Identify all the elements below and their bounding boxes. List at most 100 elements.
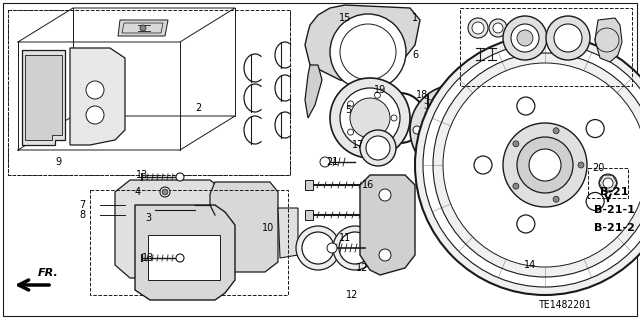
- Text: 11: 11: [339, 233, 351, 243]
- Circle shape: [423, 98, 487, 162]
- Circle shape: [164, 237, 186, 259]
- Circle shape: [423, 43, 640, 287]
- Circle shape: [472, 22, 484, 34]
- Bar: [148, 235, 220, 280]
- Polygon shape: [25, 55, 62, 140]
- Text: 10: 10: [262, 223, 274, 233]
- Circle shape: [333, 226, 377, 270]
- Text: FR.: FR.: [38, 268, 58, 278]
- Circle shape: [474, 156, 492, 174]
- Circle shape: [327, 243, 337, 253]
- Text: 17: 17: [352, 140, 364, 150]
- Circle shape: [86, 81, 104, 99]
- Text: 20: 20: [592, 163, 604, 173]
- Text: 8: 8: [79, 210, 85, 220]
- Circle shape: [176, 254, 184, 262]
- Circle shape: [452, 103, 458, 108]
- Circle shape: [437, 112, 473, 148]
- Circle shape: [348, 101, 353, 107]
- Bar: [305, 180, 313, 190]
- Circle shape: [374, 138, 380, 144]
- Polygon shape: [305, 5, 420, 85]
- Text: 12: 12: [356, 263, 368, 273]
- Circle shape: [366, 136, 390, 160]
- Circle shape: [513, 183, 519, 189]
- Circle shape: [160, 187, 170, 197]
- Circle shape: [164, 207, 186, 229]
- Polygon shape: [22, 50, 65, 145]
- Circle shape: [391, 115, 397, 121]
- Circle shape: [413, 126, 421, 134]
- Text: 7: 7: [79, 200, 85, 210]
- Bar: [305, 210, 313, 220]
- Circle shape: [374, 92, 380, 98]
- Circle shape: [578, 162, 584, 168]
- Circle shape: [513, 141, 519, 147]
- Circle shape: [176, 173, 184, 181]
- Polygon shape: [278, 208, 298, 258]
- Circle shape: [554, 24, 582, 52]
- Polygon shape: [135, 205, 235, 300]
- Circle shape: [445, 120, 465, 140]
- Circle shape: [546, 16, 590, 60]
- Bar: [460, 8, 632, 86]
- Circle shape: [603, 178, 613, 188]
- Bar: [588, 168, 628, 198]
- Circle shape: [468, 18, 488, 38]
- Circle shape: [415, 35, 640, 295]
- Polygon shape: [118, 20, 168, 36]
- Text: 5: 5: [345, 105, 351, 115]
- Circle shape: [339, 232, 371, 264]
- Text: 4: 4: [135, 187, 141, 197]
- Circle shape: [379, 189, 391, 201]
- Text: 12: 12: [346, 290, 358, 300]
- Circle shape: [439, 162, 447, 170]
- Circle shape: [517, 215, 535, 233]
- Polygon shape: [360, 175, 415, 275]
- Text: 1: 1: [412, 13, 418, 23]
- Circle shape: [344, 86, 352, 94]
- Circle shape: [330, 14, 406, 90]
- Text: 16: 16: [362, 180, 374, 190]
- Circle shape: [511, 24, 539, 52]
- Circle shape: [599, 174, 617, 192]
- Text: 21: 21: [326, 157, 338, 167]
- Circle shape: [443, 63, 640, 267]
- Text: 9: 9: [55, 157, 61, 167]
- Text: B-21-1: B-21-1: [593, 205, 634, 215]
- Polygon shape: [115, 180, 225, 278]
- Circle shape: [340, 88, 400, 148]
- Polygon shape: [70, 48, 125, 145]
- Text: 2: 2: [195, 103, 201, 113]
- Polygon shape: [595, 18, 622, 62]
- Text: 13: 13: [142, 253, 154, 263]
- Circle shape: [517, 30, 533, 46]
- Circle shape: [586, 192, 604, 211]
- Circle shape: [482, 148, 490, 156]
- Bar: [90, 190, 288, 295]
- Text: TE1482201: TE1482201: [539, 300, 591, 310]
- Circle shape: [553, 128, 559, 134]
- Circle shape: [140, 25, 146, 31]
- Circle shape: [162, 189, 168, 195]
- Circle shape: [350, 98, 390, 138]
- Circle shape: [503, 16, 547, 60]
- Circle shape: [489, 19, 507, 37]
- Text: 18: 18: [416, 90, 428, 100]
- Text: B-21-2: B-21-2: [593, 223, 634, 233]
- Text: B-21: B-21: [600, 187, 628, 197]
- Circle shape: [429, 128, 433, 132]
- Polygon shape: [210, 182, 278, 272]
- Text: 13: 13: [136, 170, 148, 180]
- Circle shape: [330, 78, 410, 158]
- Circle shape: [348, 129, 353, 135]
- Circle shape: [529, 149, 561, 181]
- Circle shape: [482, 104, 490, 112]
- Circle shape: [379, 249, 391, 261]
- Text: 3: 3: [145, 213, 151, 223]
- Circle shape: [503, 123, 587, 207]
- Circle shape: [410, 85, 500, 175]
- Circle shape: [86, 106, 104, 124]
- Circle shape: [452, 152, 458, 157]
- Circle shape: [586, 120, 604, 137]
